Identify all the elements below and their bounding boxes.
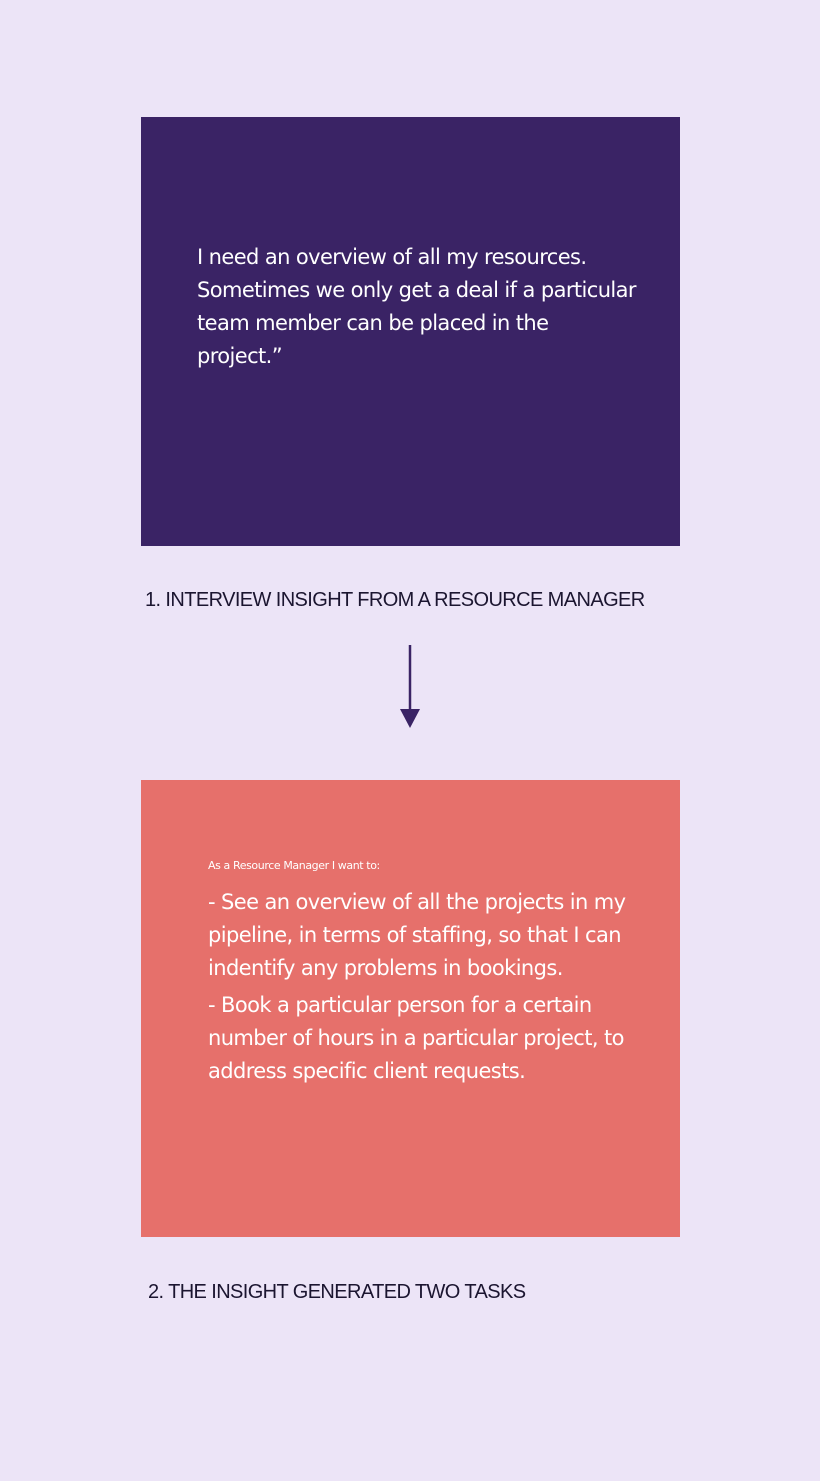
insight-caption: 1. INTERVIEW INSIGHT FROM A RESOURCE MAN…	[145, 589, 645, 611]
tasks-intro: As a Resource Manager I want to:	[208, 859, 380, 872]
task-item: - Book a particular person for a certain…	[208, 993, 625, 1083]
insight-card: I need an overview of all my resources. …	[141, 117, 680, 546]
arrow-down-icon	[400, 645, 420, 728]
tasks-list: - See an overview of all the projects in…	[208, 886, 638, 1092]
tasks-caption: 2. THE INSIGHT GENERATED TWO TASKS	[148, 1281, 526, 1303]
task-item: - See an overview of all the projects in…	[208, 890, 626, 980]
insight-quote: I need an overview of all my resources. …	[197, 245, 637, 368]
tasks-card: As a Resource Manager I want to: - See a…	[141, 780, 680, 1237]
